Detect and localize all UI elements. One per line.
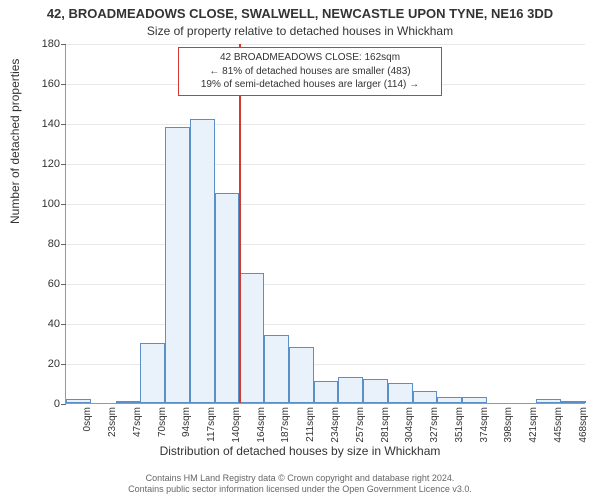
ytick-label: 160 — [30, 78, 60, 90]
y-axis-label: Number of detached properties — [8, 59, 22, 224]
copyright-line: Contains public sector information licen… — [0, 484, 600, 496]
histogram-bar — [561, 401, 586, 403]
histogram-bar — [140, 343, 165, 403]
xtick-label: 211sqm — [305, 407, 316, 442]
xtick-label: 234sqm — [330, 407, 341, 443]
xtick-label: 117sqm — [206, 407, 217, 442]
xtick-label: 468sqm — [578, 407, 589, 443]
ytick-label: 100 — [30, 198, 60, 210]
xtick-label: 304sqm — [404, 407, 415, 443]
page-subtitle: Size of property relative to detached ho… — [0, 24, 600, 38]
histogram-bar — [190, 119, 215, 403]
histogram-bar — [536, 399, 561, 403]
histogram-bar — [116, 401, 141, 403]
histogram-bar — [165, 127, 190, 403]
xtick-label: 351sqm — [454, 407, 465, 443]
xtick-label: 0sqm — [82, 407, 93, 431]
ytick-mark — [61, 124, 66, 125]
gridline — [66, 324, 585, 325]
xtick-label: 187sqm — [280, 407, 291, 443]
histogram-bar — [338, 377, 363, 403]
copyright-line: Contains HM Land Registry data © Crown c… — [0, 473, 600, 485]
x-axis-label: Distribution of detached houses by size … — [0, 444, 600, 458]
ytick-mark — [61, 44, 66, 45]
xtick-label: 398sqm — [503, 407, 514, 443]
xtick-label: 164sqm — [256, 407, 267, 443]
ytick-label: 20 — [30, 358, 60, 370]
reference-line — [239, 44, 241, 403]
ytick-mark — [61, 284, 66, 285]
ytick-mark — [61, 364, 66, 365]
histogram-bar — [264, 335, 289, 403]
ytick-label: 0 — [30, 398, 60, 410]
ytick-mark — [61, 244, 66, 245]
ytick-mark — [61, 84, 66, 85]
ytick-label: 40 — [30, 318, 60, 330]
copyright-footer: Contains HM Land Registry data © Crown c… — [0, 473, 600, 496]
histogram-bar — [314, 381, 339, 403]
ytick-label: 80 — [30, 238, 60, 250]
gridline — [66, 284, 585, 285]
annotation-line: 42 BROADMEADOWS CLOSE: 162sqm — [185, 51, 435, 65]
gridline — [66, 164, 585, 165]
xtick-label: 140sqm — [231, 407, 242, 443]
xtick-label: 445sqm — [553, 407, 564, 443]
xtick-label: 374sqm — [479, 407, 490, 443]
histogram-bar — [413, 391, 438, 403]
annotation-line: ← 81% of detached houses are smaller (48… — [185, 65, 435, 79]
ytick-mark — [61, 204, 66, 205]
xtick-label: 257sqm — [355, 407, 366, 443]
ytick-label: 180 — [30, 38, 60, 50]
gridline — [66, 204, 585, 205]
xtick-label: 23sqm — [107, 407, 118, 437]
xtick-label: 327sqm — [429, 407, 440, 443]
ytick-label: 140 — [30, 118, 60, 130]
ytick-mark — [61, 164, 66, 165]
ytick-label: 60 — [30, 278, 60, 290]
xtick-label: 281sqm — [380, 407, 391, 443]
annotation-box: 42 BROADMEADOWS CLOSE: 162sqm← 81% of de… — [178, 47, 442, 96]
histogram-bar — [363, 379, 388, 403]
ytick-mark — [61, 404, 66, 405]
annotation-line: 19% of semi-detached houses are larger (… — [185, 78, 435, 92]
gridline — [66, 124, 585, 125]
xtick-label: 421sqm — [528, 407, 539, 443]
histogram-bar — [437, 397, 462, 403]
xtick-label: 94sqm — [181, 407, 192, 437]
page-title: 42, BROADMEADOWS CLOSE, SWALWELL, NEWCAS… — [0, 6, 600, 21]
histogram-bar — [289, 347, 314, 403]
histogram-bar — [215, 193, 240, 403]
histogram-bar — [388, 383, 413, 403]
histogram-bar — [462, 397, 487, 403]
gridline — [66, 244, 585, 245]
histogram-bar — [66, 399, 91, 403]
ytick-label: 120 — [30, 158, 60, 170]
gridline — [66, 44, 585, 45]
xtick-label: 70sqm — [157, 407, 168, 437]
ytick-mark — [61, 324, 66, 325]
histogram-plot: 0sqm23sqm47sqm70sqm94sqm117sqm140sqm164s… — [65, 44, 585, 404]
histogram-bar — [239, 273, 264, 403]
xtick-label: 47sqm — [132, 407, 143, 437]
